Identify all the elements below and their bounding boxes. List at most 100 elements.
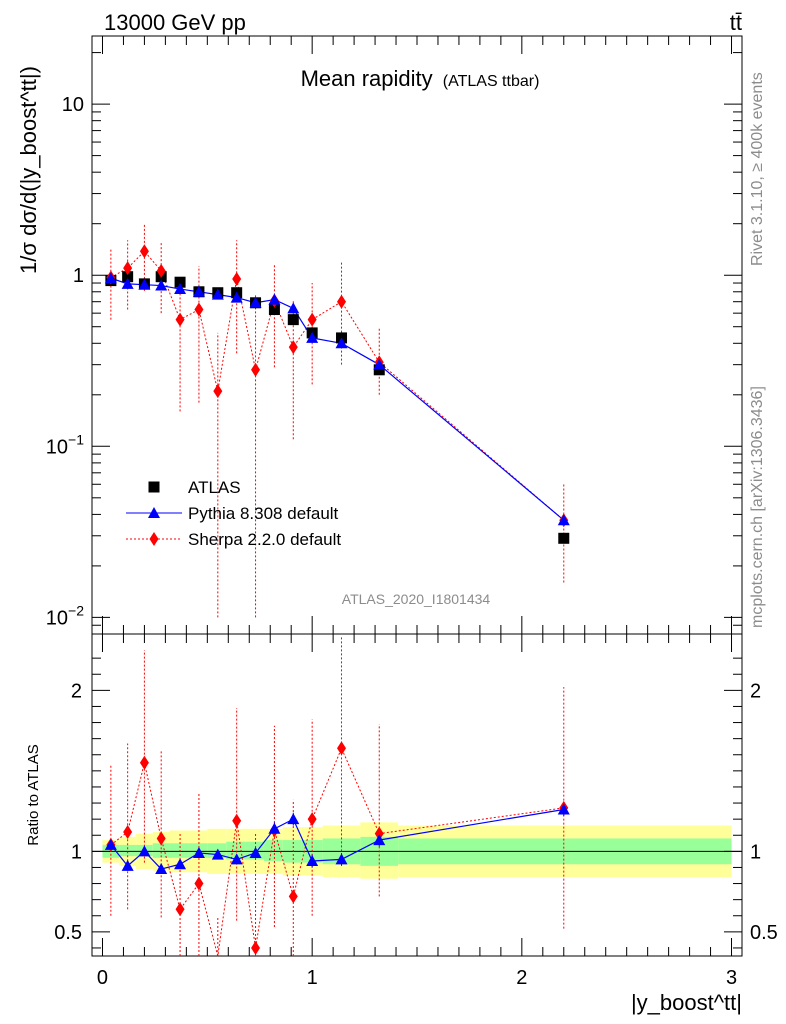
pythia-ratio-point — [192, 846, 205, 858]
mcplots-label: mcplots.cern.ch [arXiv:1306.3436] — [749, 386, 766, 628]
sherpa-ratio-point — [232, 813, 242, 828]
sherpa-ratio-point — [123, 825, 133, 840]
y-tick-label-exp: −1 — [68, 431, 84, 447]
sherpa-point — [139, 244, 149, 259]
atlas-data-point — [287, 314, 299, 326]
legend-entry-label: Sherpa 2.2.0 default — [188, 530, 341, 549]
ratio-y-tick-label-right: 1 — [750, 841, 761, 863]
atlas-data-point — [373, 364, 385, 376]
ratio-y-tick-label: 0.5 — [54, 922, 82, 944]
sherpa-ratio-point — [307, 812, 317, 827]
pythia-ratio-point — [230, 853, 243, 865]
pythia-point — [121, 277, 134, 289]
y-tick-label-base: 10 — [46, 436, 68, 458]
sherpa-ratio-point — [175, 902, 185, 917]
sherpa-point — [156, 263, 166, 278]
pythia-ratio-point — [104, 838, 117, 850]
ratio-y-axis-label: Ratio to ATLAS — [25, 744, 42, 845]
pythia-ratio-point — [174, 858, 187, 870]
analysis-watermark: ATLAS_2020_I1801434 — [342, 591, 491, 607]
sherpa-point — [123, 261, 133, 276]
sherpa-point — [288, 340, 298, 355]
legend-pythia-marker — [148, 507, 160, 518]
pythia-point — [230, 291, 243, 303]
chart-title: Mean rapidity (ATLAS ttbar) — [301, 66, 540, 91]
pythia-ratio-point — [121, 859, 134, 871]
sherpa-point — [175, 312, 185, 327]
ratio-y-tick-label: 2 — [71, 680, 82, 702]
y-tick-label: 10 — [62, 94, 84, 116]
pythia-point — [249, 296, 262, 308]
atlas-data-point — [174, 276, 186, 288]
sherpa-point — [337, 294, 347, 309]
atlas-data-point — [268, 304, 280, 316]
sherpa-ratio-point — [251, 940, 261, 955]
x-tick-label: 2 — [516, 967, 527, 989]
pythia-point — [306, 331, 319, 343]
rivet-label: Rivet 3.1.10, ≥ 400k events — [749, 72, 766, 266]
y-axis-label-text: 1/σ dσ/d(|y_boost^tt|) — [16, 66, 41, 274]
ratio-y-tick-label-right: 2 — [750, 680, 761, 702]
pythia-ratio-point — [249, 846, 262, 858]
pythia-ratio-point — [557, 803, 570, 815]
pythia-point — [268, 293, 281, 305]
sherpa-ratio-point — [288, 889, 298, 904]
ratio-panel-series — [104, 635, 570, 957]
stat-uncertainty-band — [263, 840, 283, 862]
pythia-ratio-point — [373, 834, 386, 846]
ratio-y-tick-label-right: 0.5 — [750, 922, 778, 944]
pythia-ratio-point — [268, 822, 281, 834]
ratio-plot-frame — [91, 633, 743, 957]
main-y-axis-label: 1/σ dσ/d(|y_boost^tt|) — [16, 66, 41, 274]
pythia-ratio-point — [155, 863, 168, 875]
y-tick-label: 10−2 — [46, 602, 84, 629]
chart-title-main: Mean rapidity — [301, 66, 433, 91]
pythia-point — [335, 337, 348, 349]
pythia-point — [104, 272, 117, 284]
pythia-ratio-point — [211, 848, 224, 860]
x-tick-label: 1 — [307, 967, 318, 989]
y-tick-label: 1 — [73, 265, 84, 287]
stat-uncertainty-band — [119, 844, 137, 857]
ratio-uncertainty-bands — [102, 822, 732, 879]
legend-entry-label: ATLAS — [188, 478, 241, 497]
y-tick-label-exp: −2 — [68, 602, 84, 618]
pythia-ratio-point — [287, 813, 300, 825]
sherpa-point — [232, 272, 242, 287]
energy-label: 13000 GeV pp — [104, 10, 246, 35]
sherpa-ratio-point — [374, 826, 384, 841]
pythia-point — [287, 302, 300, 314]
sherpa-ratio-point — [156, 831, 166, 846]
x-axis-label: |y_boost^tt| — [631, 990, 742, 1015]
pythia-point — [192, 285, 205, 297]
atlas-data-point — [122, 271, 134, 283]
pythia-point — [211, 288, 224, 300]
pythia-point — [174, 283, 187, 295]
x-tick-label: 3 — [726, 967, 737, 989]
pythia-point — [155, 279, 168, 291]
sherpa-ratio-point — [337, 741, 347, 756]
sherpa-point — [194, 302, 204, 317]
legend-entry-label: Pythia 8.308 default — [188, 504, 339, 523]
legend-atlas-marker — [148, 481, 160, 493]
x-tick-label: 0 — [97, 967, 108, 989]
ratio-y-tick-label: 1 — [71, 841, 82, 863]
pythia-ratio-point — [335, 853, 348, 865]
chart-subtitle: (ATLAS ttbar) — [443, 73, 540, 90]
stat-uncertainty-band — [152, 843, 170, 858]
stat-uncertainty-band — [169, 843, 189, 858]
sherpa-ratio-line — [110, 747, 564, 957]
pythia-ratio-point — [306, 855, 319, 867]
pythia-point — [373, 358, 386, 370]
main-panel-series — [104, 224, 570, 618]
legend-sherpa-marker — [149, 532, 159, 546]
pythia-point — [138, 278, 151, 290]
pythia-point — [557, 514, 570, 526]
pythia-line — [110, 277, 565, 521]
sherpa-point — [307, 312, 317, 327]
y-tick-label: 10−1 — [46, 431, 84, 458]
sherpa-point — [213, 384, 223, 399]
pythia-ratio-point — [138, 845, 151, 857]
